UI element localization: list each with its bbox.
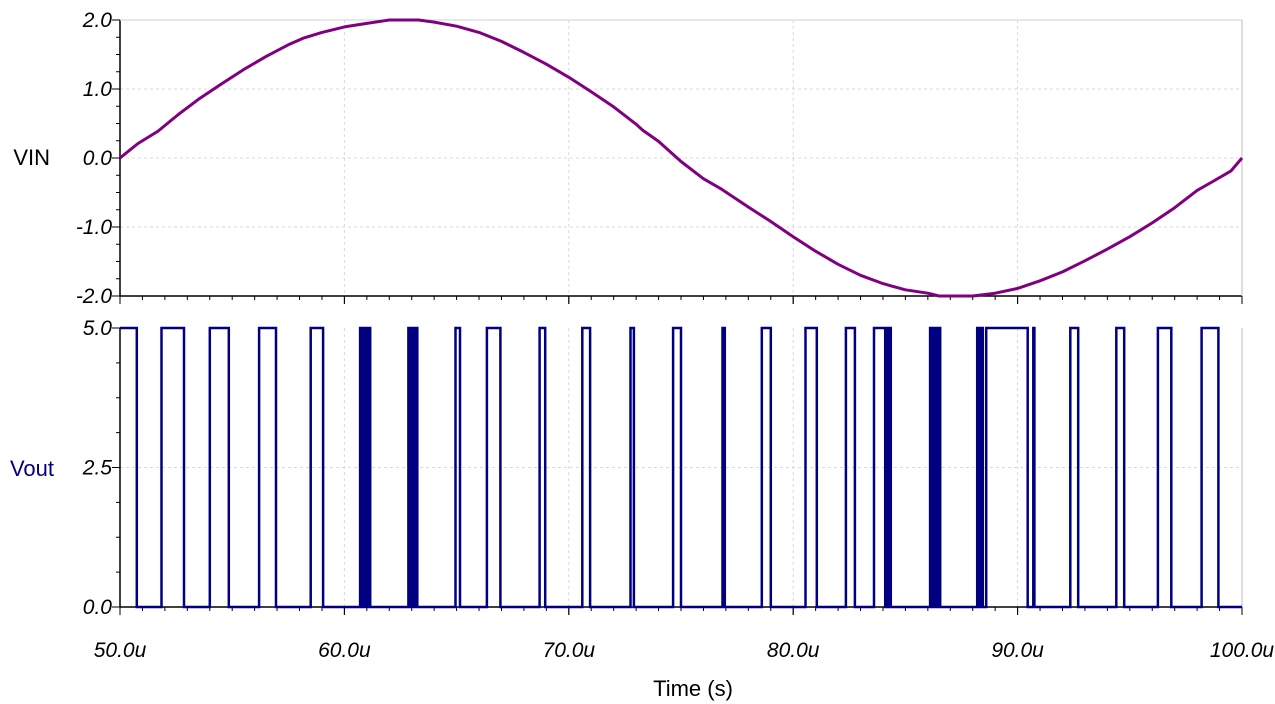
tick-labels: 2.0 1.0 0.0 -1.0 -2.0 5.0 2.5 0.0 50.0u 60.0u 70.0… [76, 9, 1275, 662]
vin-series-line [119, 18, 1244, 298]
x-tick-label: 70.0u [543, 639, 596, 662]
x-tick-label: 100.0u [1210, 639, 1275, 662]
x-tick-label: 50.0u [94, 639, 147, 662]
series-layer [119, 18, 1244, 609]
y-tick-label: 1.0 [83, 78, 113, 101]
x-tick-label: 90.0u [991, 639, 1044, 662]
axes-frame [112, 19, 1243, 615]
x-tick-label: 60.0u [318, 639, 371, 662]
vin-axis-label: VIN [13, 145, 50, 170]
vout-series-line [120, 326, 1242, 609]
y-tick-label: 0.0 [83, 596, 113, 619]
y-tick-label: 0.0 [83, 147, 113, 170]
y-tick-label: 2.0 [82, 9, 113, 32]
vout-axis-label: Vout [10, 456, 54, 481]
y-tick-label: -2.0 [76, 285, 113, 308]
y-tick-label: -1.0 [76, 216, 113, 239]
y-tick-label: 5.0 [83, 317, 113, 340]
y-tick-label: 2.5 [82, 457, 113, 480]
x-axis-title: Time (s) [653, 676, 733, 701]
x-tick-label: 80.0u [767, 639, 820, 662]
